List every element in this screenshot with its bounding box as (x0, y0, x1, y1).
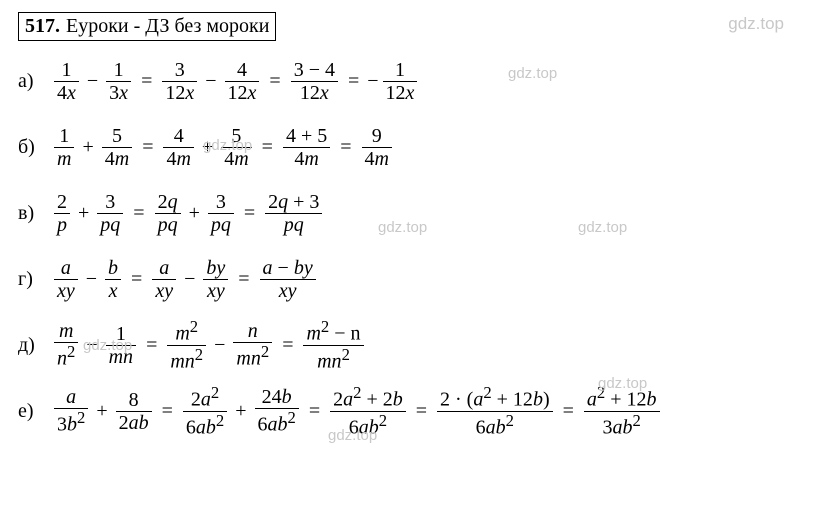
fraction: 1 4x (54, 59, 79, 104)
fraction: 2q + 3 pq (265, 191, 322, 236)
equation-row-b: б) 1 m + 5 4m = 4 4m gdz.top + 5 4m = 4 … (18, 121, 806, 173)
fraction: m2 − n mn2 (303, 318, 363, 372)
row-label: б) (18, 136, 42, 159)
fraction: by xy (203, 257, 228, 302)
fraction: a − by xy (260, 257, 316, 302)
fraction: 24b 6ab2 (255, 386, 299, 436)
fraction: 8 2ab (116, 389, 152, 434)
watermark: gdz.top (578, 219, 627, 236)
watermark: gdz.top (378, 219, 427, 236)
fraction: 3 pq (208, 191, 234, 236)
fraction: 4 12x (225, 59, 260, 104)
fraction: 3 12x (162, 59, 197, 104)
problem-title: Еуроки - ДЗ без мороки (66, 15, 269, 38)
problem-number: 517. (25, 15, 60, 38)
fraction: 4 + 5 4m (283, 125, 330, 170)
fraction: 2 · (a2 + 12b) 6ab2 (437, 384, 553, 438)
fraction: 3 pq (97, 191, 123, 236)
fraction: 5 4m (102, 125, 132, 170)
equation-row-a: а) 1 4x − 1 3x = 3 12x − 4 12x = 3 − 4 1… (18, 55, 806, 107)
fraction: a xy (152, 257, 176, 302)
equation-row-e: е) a 3b2 + 8 2ab = 2a2 6ab2 + 24b 6ab2 g… (18, 385, 806, 437)
fraction: n mn2 (233, 320, 272, 370)
fraction: m2 mn2 (167, 318, 206, 372)
watermark: gdz.top (83, 337, 132, 354)
watermark: gdz.top (508, 65, 557, 82)
equation-row-g: г) a xy − b x = a xy − by xy = a − by xy (18, 253, 806, 305)
fraction: a 3b2 (54, 386, 88, 436)
fraction: 2q pq (155, 191, 181, 236)
fraction: 3 − 4 12x (291, 59, 338, 104)
fraction: 9 4m (362, 125, 392, 170)
fraction: m n2 (54, 320, 78, 370)
watermark: gdz.top (328, 427, 377, 444)
equation-row-v: в) 2 p + 3 pq = 2q pq + 3 pq = 2q + 3 pq… (18, 187, 806, 239)
fraction: b x (105, 257, 121, 302)
fraction: 2a2 6ab2 (183, 384, 227, 438)
problem-box: 517. Еуроки - ДЗ без мороки (18, 12, 276, 41)
watermark: gdz.top (598, 375, 647, 392)
fraction: a xy (54, 257, 78, 302)
fraction: 1 m (54, 125, 74, 170)
fraction: 2 p (54, 191, 70, 236)
equation-row-d: д) m n2 gdz.top − 1 mn = m2 mn2 − n mn2 … (18, 319, 806, 371)
row-label: е) (18, 400, 42, 423)
row-label: г) (18, 268, 42, 291)
row-label: д) (18, 334, 42, 357)
watermark: gdz.top (203, 137, 252, 154)
header-row: 517. Еуроки - ДЗ без мороки (18, 12, 806, 41)
fraction: 1 3x (106, 59, 131, 104)
row-label: а) (18, 70, 42, 93)
row-label: в) (18, 202, 42, 225)
fraction: 4 4m (163, 125, 193, 170)
fraction: 1 12x (383, 59, 418, 104)
